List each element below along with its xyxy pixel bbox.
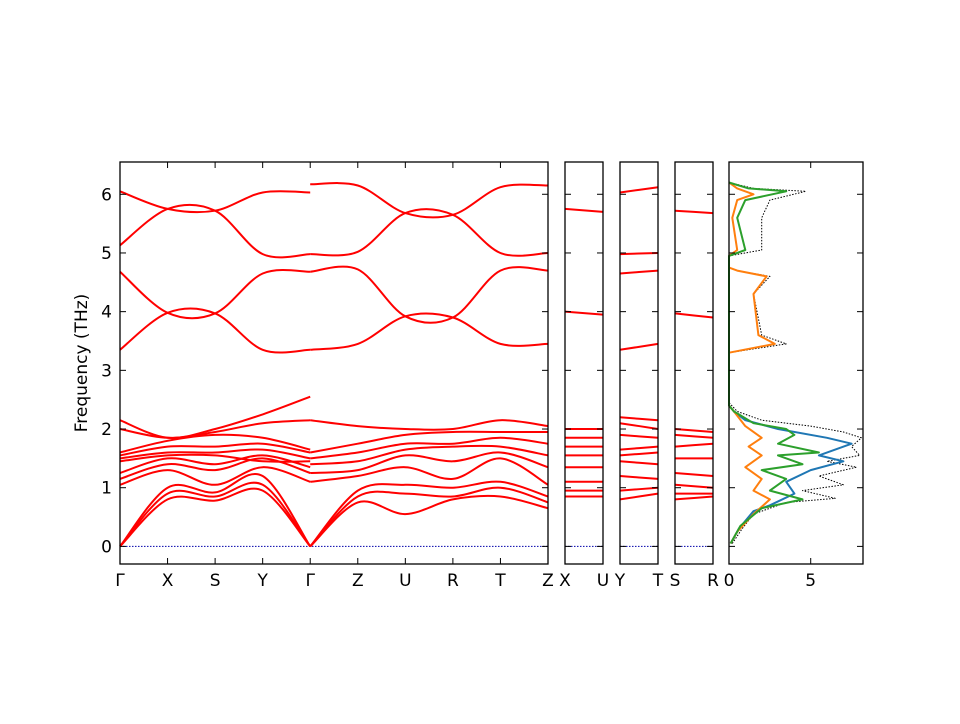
band-branch-3 — [619, 475, 659, 480]
x-tick-label: S — [210, 571, 221, 591]
band-branch-10 — [674, 209, 714, 215]
y-tick-label: 6 — [101, 185, 112, 205]
x-tick-label: Z — [542, 571, 554, 591]
band-branch-1 — [119, 487, 311, 548]
band-branch-b5 — [310, 451, 549, 474]
band-branch-12 — [119, 395, 311, 440]
band-branch-10 — [119, 433, 311, 454]
x-tick-label: U — [399, 571, 411, 591]
band-branch-b9 — [310, 419, 549, 431]
band-branch-11 — [619, 269, 659, 275]
band-branch-2 — [119, 481, 311, 548]
x-tick-label: X — [559, 571, 571, 591]
band-branch-9 — [674, 312, 714, 319]
x-tick-label: R — [447, 571, 459, 591]
band-branch-6 — [119, 454, 311, 474]
band-branch-1 — [674, 495, 714, 501]
band-branch-11 — [119, 419, 311, 439]
band-branch-b6 — [310, 444, 549, 466]
dos-panel-frame — [728, 161, 864, 565]
panel-frame — [674, 161, 714, 565]
band-branch-6 — [674, 442, 714, 448]
band-branch-16 — [119, 190, 311, 214]
band-branch-3 — [119, 473, 312, 548]
dos-series-2 — [728, 404, 853, 544]
band-branch-14 — [119, 268, 311, 320]
band-branch-8 — [619, 422, 659, 430]
y-tick-label: 1 — [101, 479, 112, 499]
band-branch-5 — [619, 451, 659, 457]
band-branch-4 — [674, 472, 714, 477]
x-tick-label: U — [597, 571, 609, 591]
band-branch-1 — [619, 492, 659, 501]
band-branch-10 — [619, 342, 659, 351]
x-tick-label: Y — [256, 571, 268, 591]
panel-frame — [619, 161, 659, 565]
y-tick-label: 5 — [101, 244, 112, 264]
x-tick-label: Z — [352, 571, 364, 591]
band-branch-7 — [619, 433, 659, 439]
band-branch-13 — [119, 307, 311, 354]
dos-series-4 — [728, 181, 820, 544]
band-branch-9 — [619, 416, 659, 422]
band-branch-9 — [119, 442, 311, 457]
band-branch-6 — [619, 445, 659, 451]
band-branch-15 — [119, 203, 311, 259]
band-branch-b2 — [309, 486, 549, 548]
x-tick-label: Γ — [115, 571, 125, 591]
band-branch-7 — [119, 453, 311, 463]
band-branch-b11 — [310, 265, 549, 324]
x-tick-label: T — [494, 571, 506, 591]
dos-x-tick-label: 0 — [724, 571, 735, 591]
band-branch-b8 — [310, 430, 548, 454]
dos-series-3 — [728, 181, 776, 544]
band-branch-b1 — [309, 494, 549, 548]
band-branch-b12 — [310, 208, 549, 257]
x-tick-label: Y — [614, 571, 626, 591]
band-branch-7 — [674, 433, 714, 439]
dos-series-1 — [728, 182, 862, 544]
band-branch-b7 — [310, 436, 549, 460]
band-branch-4 — [619, 460, 659, 466]
y-tick-label: 3 — [101, 361, 112, 381]
x-tick-label: Γ — [305, 571, 315, 591]
band-branch-10 — [564, 207, 604, 213]
panel-frame — [564, 161, 604, 565]
band-branch-b4 — [310, 457, 549, 486]
band-branch-4 — [119, 466, 311, 486]
dos-x-tick-label: 5 — [805, 571, 816, 591]
y-tick-label: 0 — [101, 537, 112, 557]
panel-frame — [119, 161, 549, 565]
y-axis-title: Frequency (THz) — [72, 294, 92, 433]
x-tick-label: R — [707, 571, 719, 591]
band-branch-b10 — [310, 312, 549, 351]
y-tick-label: 2 — [101, 420, 112, 440]
x-tick-label: T — [652, 571, 664, 591]
band-branch-b13 — [310, 182, 549, 219]
band-branch-b3 — [309, 480, 549, 548]
y-tick-label: 4 — [101, 303, 112, 323]
band-branch-13 — [619, 186, 659, 194]
band-branch-8 — [119, 448, 311, 460]
x-tick-label: S — [670, 571, 681, 591]
x-tick-label: X — [162, 571, 174, 591]
